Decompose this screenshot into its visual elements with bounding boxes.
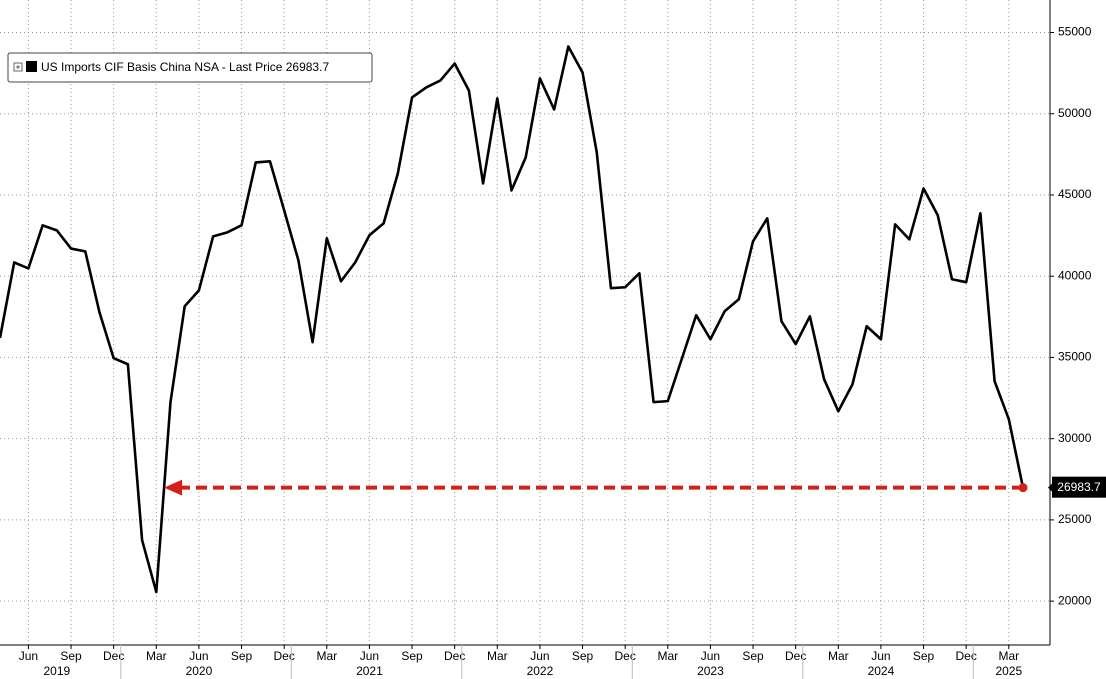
year-label: 2021 — [356, 664, 383, 678]
x-tick-label: Mar — [146, 649, 167, 663]
legend-label: US Imports CIF Basis China NSA - Last Pr… — [41, 60, 329, 74]
x-tick-label: Dec — [614, 649, 635, 663]
x-tick-label: Sep — [742, 649, 764, 663]
x-tick-label: Dec — [273, 649, 294, 663]
x-tick-label: Jun — [189, 649, 208, 663]
grid — [0, 0, 1050, 645]
x-tick-label: Dec — [955, 649, 976, 663]
year-label: 2023 — [697, 664, 724, 678]
last-point — [1018, 483, 1028, 493]
data-line — [0, 45, 1025, 594]
x-tick-label: Sep — [60, 649, 82, 663]
x-tick-label: Jun — [19, 649, 38, 663]
x-tick-label: Jun — [360, 649, 379, 663]
plot — [0, 45, 1025, 594]
year-label: 2020 — [186, 664, 213, 678]
x-tick-label: Mar — [487, 649, 508, 663]
last-value-tag — [1052, 476, 1106, 498]
y-tick-label: 20000 — [1058, 593, 1092, 607]
x-tick-label: Jun — [871, 649, 890, 663]
y-tick-label: 25000 — [1058, 512, 1092, 526]
x-tick-label: Mar — [828, 649, 849, 663]
legend: US Imports CIF Basis China NSA - Last Pr… — [7, 52, 373, 83]
year-label: 2022 — [527, 664, 554, 678]
x-tick-label: Mar — [657, 649, 678, 663]
x-tick-label: Sep — [572, 649, 594, 663]
year-label: 2019 — [43, 664, 70, 678]
y-tick-label: 30000 — [1058, 431, 1092, 445]
x-tick-label: Mar — [316, 649, 337, 663]
last-value-label: 26983.7 — [1057, 480, 1101, 494]
annotation-arrowhead — [164, 479, 183, 496]
y-tick-label: 40000 — [1058, 268, 1092, 282]
legend-expand-icon — [13, 62, 23, 72]
x-tick-label: Sep — [231, 649, 253, 663]
year-label: 2024 — [868, 664, 895, 678]
x-tick-label: Jun — [530, 649, 549, 663]
last-value-pointer — [1048, 482, 1053, 493]
legend-swatch — [26, 61, 37, 72]
x-tick-label: Jun — [701, 649, 720, 663]
y-tick-label: 35000 — [1058, 350, 1092, 364]
x-tick-label: Sep — [401, 649, 423, 663]
x-tick-label: Dec — [103, 649, 124, 663]
legend-box — [7, 52, 373, 83]
y-tick-label: 45000 — [1058, 187, 1092, 201]
x-tick-label: Sep — [913, 649, 935, 663]
x-tick-label: Dec — [785, 649, 806, 663]
y-tick-label: 55000 — [1058, 25, 1092, 39]
x-tick-label: Dec — [444, 649, 465, 663]
year-label: 2025 — [995, 664, 1022, 678]
y-tick-label: 50000 — [1058, 106, 1092, 120]
x-tick-label: Mar — [998, 649, 1019, 663]
